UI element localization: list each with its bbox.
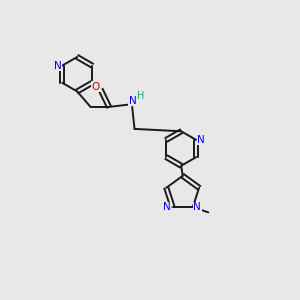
Text: H: H <box>137 91 144 101</box>
Text: N: N <box>194 202 201 212</box>
Text: N: N <box>197 135 205 145</box>
Text: N: N <box>54 61 62 70</box>
Text: N: N <box>163 202 170 212</box>
Text: O: O <box>92 82 100 92</box>
Text: N: N <box>129 96 136 106</box>
